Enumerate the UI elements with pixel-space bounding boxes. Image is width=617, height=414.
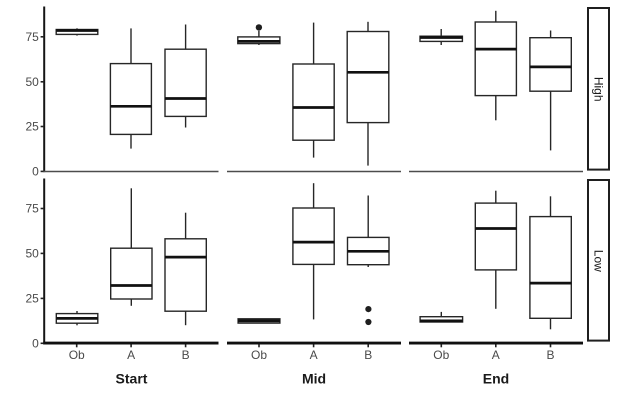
svg-text:50: 50 — [25, 75, 39, 89]
svg-text:Ob: Ob — [69, 348, 85, 362]
svg-text:Low: Low — [592, 250, 606, 272]
svg-text:50: 50 — [25, 247, 39, 261]
svg-text:A: A — [310, 348, 318, 362]
svg-text:End: End — [483, 370, 509, 386]
svg-text:Ob: Ob — [251, 348, 267, 362]
svg-text:B: B — [546, 348, 554, 362]
svg-text:75: 75 — [25, 30, 39, 44]
svg-text:25: 25 — [25, 292, 39, 306]
svg-text:B: B — [182, 348, 190, 362]
svg-text:25: 25 — [25, 120, 39, 134]
svg-text:75: 75 — [25, 202, 39, 216]
svg-text:0: 0 — [32, 337, 39, 351]
svg-text:Mid: Mid — [302, 370, 326, 386]
svg-text:Start: Start — [116, 370, 148, 386]
svg-text:B: B — [364, 348, 372, 362]
svg-text:Ob: Ob — [433, 348, 449, 362]
svg-text:A: A — [492, 348, 500, 362]
svg-text:A: A — [127, 348, 135, 362]
svg-text:0: 0 — [32, 165, 39, 179]
svg-text:High: High — [592, 77, 606, 102]
